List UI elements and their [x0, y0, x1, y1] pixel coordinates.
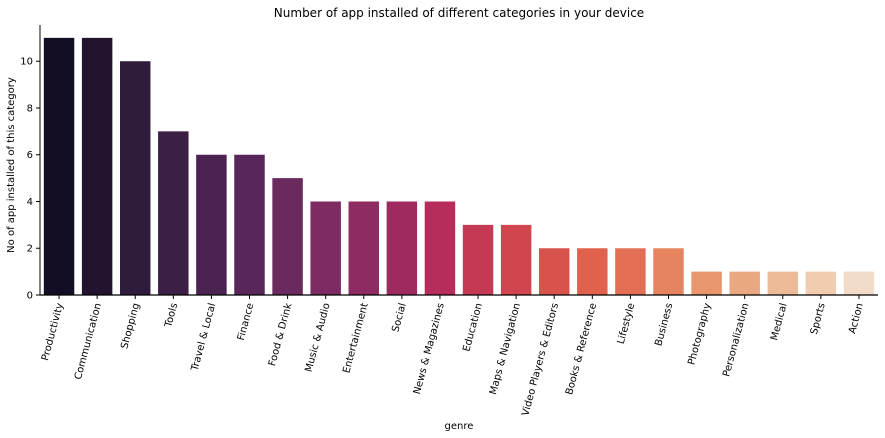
x-tick-label: Action — [847, 302, 866, 335]
bar — [843, 271, 875, 295]
bar — [691, 271, 722, 295]
x-tick-label: Music & Audio — [304, 302, 333, 373]
x-tick-label: Video Players & Editors — [520, 302, 561, 417]
bar — [500, 224, 532, 295]
x-tick-label: Medical — [769, 302, 790, 342]
bar — [424, 201, 456, 295]
bar — [348, 201, 380, 295]
bar — [43, 37, 75, 296]
bar — [767, 271, 799, 295]
bar — [577, 248, 608, 295]
y-tick-label: 8 — [27, 103, 33, 114]
bar — [729, 271, 760, 295]
y-axis-label: No of app installed of this category — [6, 77, 17, 253]
x-tick-label: Sports — [809, 302, 828, 336]
bar — [81, 37, 113, 296]
x-tick-label: Personalization — [721, 302, 751, 378]
bar — [615, 248, 646, 295]
chart-title: Number of app installed of different cat… — [274, 6, 644, 20]
x-tick-label: Productivity — [40, 302, 66, 362]
bar — [386, 201, 418, 295]
x-tick-label: Photography — [686, 302, 713, 366]
bar — [234, 154, 265, 295]
x-tick-label: Education — [461, 302, 485, 353]
y-tick-label: 10 — [20, 57, 33, 68]
x-tick-label: Maps & Navigation — [488, 302, 523, 396]
bar — [653, 248, 684, 295]
x-tick-label: Lifestyle — [616, 302, 637, 345]
x-tick-label: Tools — [163, 302, 180, 330]
bar — [538, 248, 570, 295]
x-tick-label: Communication — [73, 302, 104, 381]
y-tick-label: 6 — [27, 150, 33, 161]
x-tick-label: Finance — [236, 302, 257, 342]
x-axis-label: genre — [445, 421, 474, 432]
x-tick-label: Books & Reference — [564, 302, 599, 396]
x-tick-label: Social — [390, 302, 408, 333]
x-tick-label: Food & Drink — [267, 302, 294, 368]
x-tick-label: Entertainment — [341, 302, 370, 375]
bar — [158, 131, 189, 295]
x-tick-label: Travel & Local — [189, 302, 218, 373]
bar — [310, 201, 341, 295]
bar — [119, 61, 151, 296]
x-tick-label: Business — [653, 302, 675, 347]
bar — [272, 178, 303, 295]
bar — [196, 154, 227, 295]
plot-area: 0 2 4 6 8 10 Productivity Communication Shopping… — [20, 25, 878, 417]
bar — [805, 271, 837, 295]
x-tick-label: Shopping — [119, 302, 142, 350]
y-tick-label: 0 — [27, 291, 33, 302]
x-tick-label: News & Magazines — [412, 302, 447, 396]
y-tick-label: 2 — [27, 244, 33, 255]
y-tick-label: 4 — [27, 197, 33, 208]
bar — [462, 224, 494, 295]
